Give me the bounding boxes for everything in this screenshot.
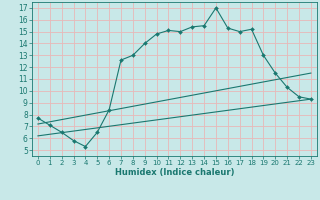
X-axis label: Humidex (Indice chaleur): Humidex (Indice chaleur) [115,168,234,177]
